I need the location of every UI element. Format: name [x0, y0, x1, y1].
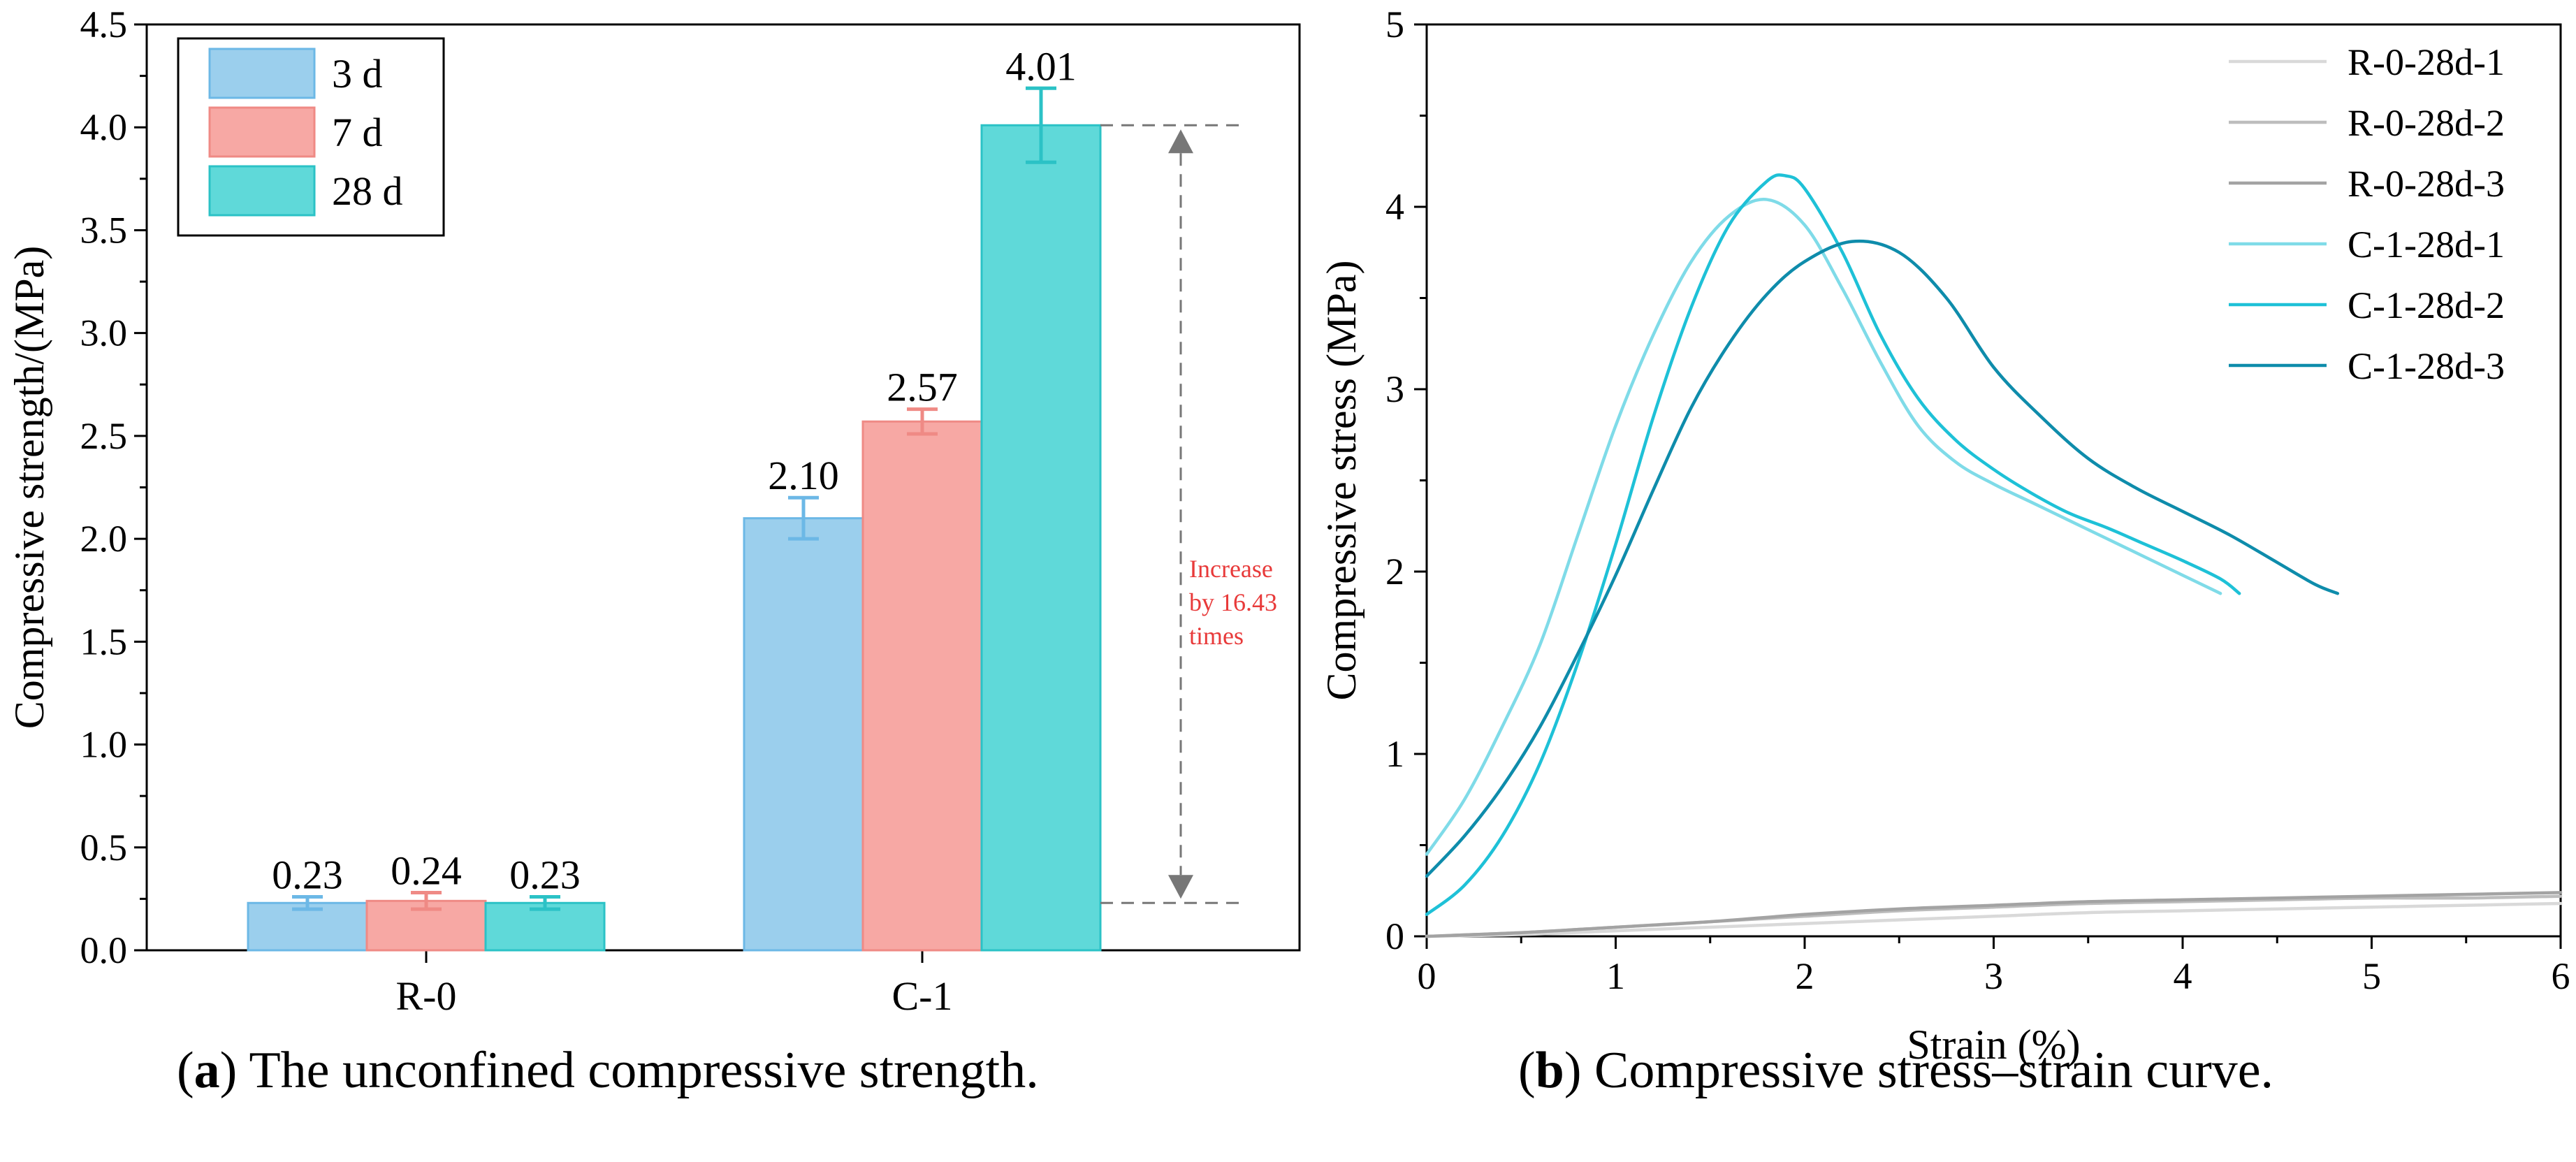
x-tick-label: 4 — [2174, 955, 2192, 997]
x-tick-label: 2 — [1796, 955, 1814, 997]
legend-label: C-1-28d-1 — [2348, 224, 2505, 266]
caption-b-prefix: b — [1535, 1042, 1564, 1099]
y-tick-label: 0.5 — [80, 827, 128, 869]
legend-label: 3 d — [332, 51, 383, 96]
y-tick-label: 3.5 — [80, 209, 128, 251]
series-line — [1425, 901, 2563, 938]
caption-a: (a) The unconfined compressive strength. — [177, 1042, 1039, 1099]
caption-a-text: The unconfined compressive strength. — [249, 1042, 1039, 1099]
x-tick-label: 3 — [1984, 955, 2003, 997]
x-tick-label: 5 — [2362, 955, 2381, 997]
legend-label: C-1-28d-2 — [2348, 284, 2505, 326]
y-tick-label: 0.0 — [80, 929, 128, 971]
series-line — [1425, 891, 2563, 938]
x-tick-label: 0 — [1418, 955, 1436, 997]
y-tick-label: 2.0 — [80, 518, 128, 560]
y-tick-label: 4.5 — [80, 3, 128, 45]
legend-label: R-0-28d-1 — [2348, 41, 2505, 83]
x-tick-label: C-1 — [892, 973, 953, 1019]
annotation-text: times — [1189, 622, 1244, 650]
y-tick-label: 4 — [1385, 186, 1404, 228]
y-tick-label: 1.5 — [80, 620, 128, 662]
x-tick-label: 1 — [1606, 955, 1625, 997]
series-line — [1425, 173, 2241, 916]
y-tick-label: 3 — [1385, 368, 1404, 410]
bar — [980, 124, 1102, 952]
x-tick-label: 6 — [2552, 955, 2570, 997]
data-label: 2.57 — [887, 365, 958, 410]
legend-label: R-0-28d-3 — [2348, 163, 2505, 205]
series-line — [1425, 239, 2340, 878]
bar — [861, 420, 983, 952]
legend-label: 7 d — [332, 110, 383, 155]
y-tick-label: 3.0 — [80, 312, 128, 354]
caption-a-prefix: a — [194, 1042, 220, 1099]
legend-label: 28 d — [332, 168, 403, 214]
y-tick-label: 1 — [1385, 733, 1404, 775]
y-tick-label: 0 — [1385, 915, 1404, 957]
y-tick-label: 1.0 — [80, 724, 128, 766]
arrow-head-up — [1168, 129, 1193, 154]
y-tick-label: 4.0 — [80, 106, 128, 148]
data-label: 0.23 — [509, 852, 581, 897]
bar-chart: 0.0 0.5 1.0 1.5 2.0 2.5 3.0 3.5 4.0 4.5 Compressiv… — [6, 3, 1301, 1019]
bar — [743, 517, 864, 952]
legend-swatch — [208, 106, 316, 158]
legend-label: R-0-28d-2 — [2348, 102, 2505, 144]
y-axis-label: Compressive stress (MPa) — [1318, 261, 1365, 701]
x-tick-label: R-0 — [396, 973, 457, 1019]
y-tick-label: 5 — [1385, 3, 1404, 45]
line-chart: 0 1 2 3 4 5 6 0 1 2 3 4 5 Strain (%) Compressive stres… — [1318, 3, 2570, 1068]
x-axis-label: Strain (%) — [1907, 1022, 2080, 1068]
y-tick-label: 2.5 — [80, 415, 128, 457]
legend-label: C-1-28d-3 — [2348, 345, 2505, 387]
legend-swatch — [208, 48, 316, 99]
legend-swatch — [208, 165, 316, 217]
y-tick-label: 2 — [1385, 551, 1404, 593]
data-label: 0.24 — [391, 848, 462, 894]
caption-b-text: Compressive stress–strain curve. — [1594, 1042, 2274, 1099]
caption-b: (b) Compressive stress–strain curve. — [1518, 1042, 2274, 1099]
data-label: 0.23 — [272, 852, 343, 897]
annotation-text: Increase — [1189, 555, 1273, 583]
data-label: 2.10 — [768, 453, 839, 498]
y-axis-label: Compressive strength/(MPa) — [6, 246, 52, 729]
series-line — [1425, 198, 2222, 856]
annotation-text: by 16.43 — [1189, 588, 1277, 616]
data-label: 4.01 — [1005, 43, 1077, 89]
arrow-head-down — [1168, 875, 1193, 899]
